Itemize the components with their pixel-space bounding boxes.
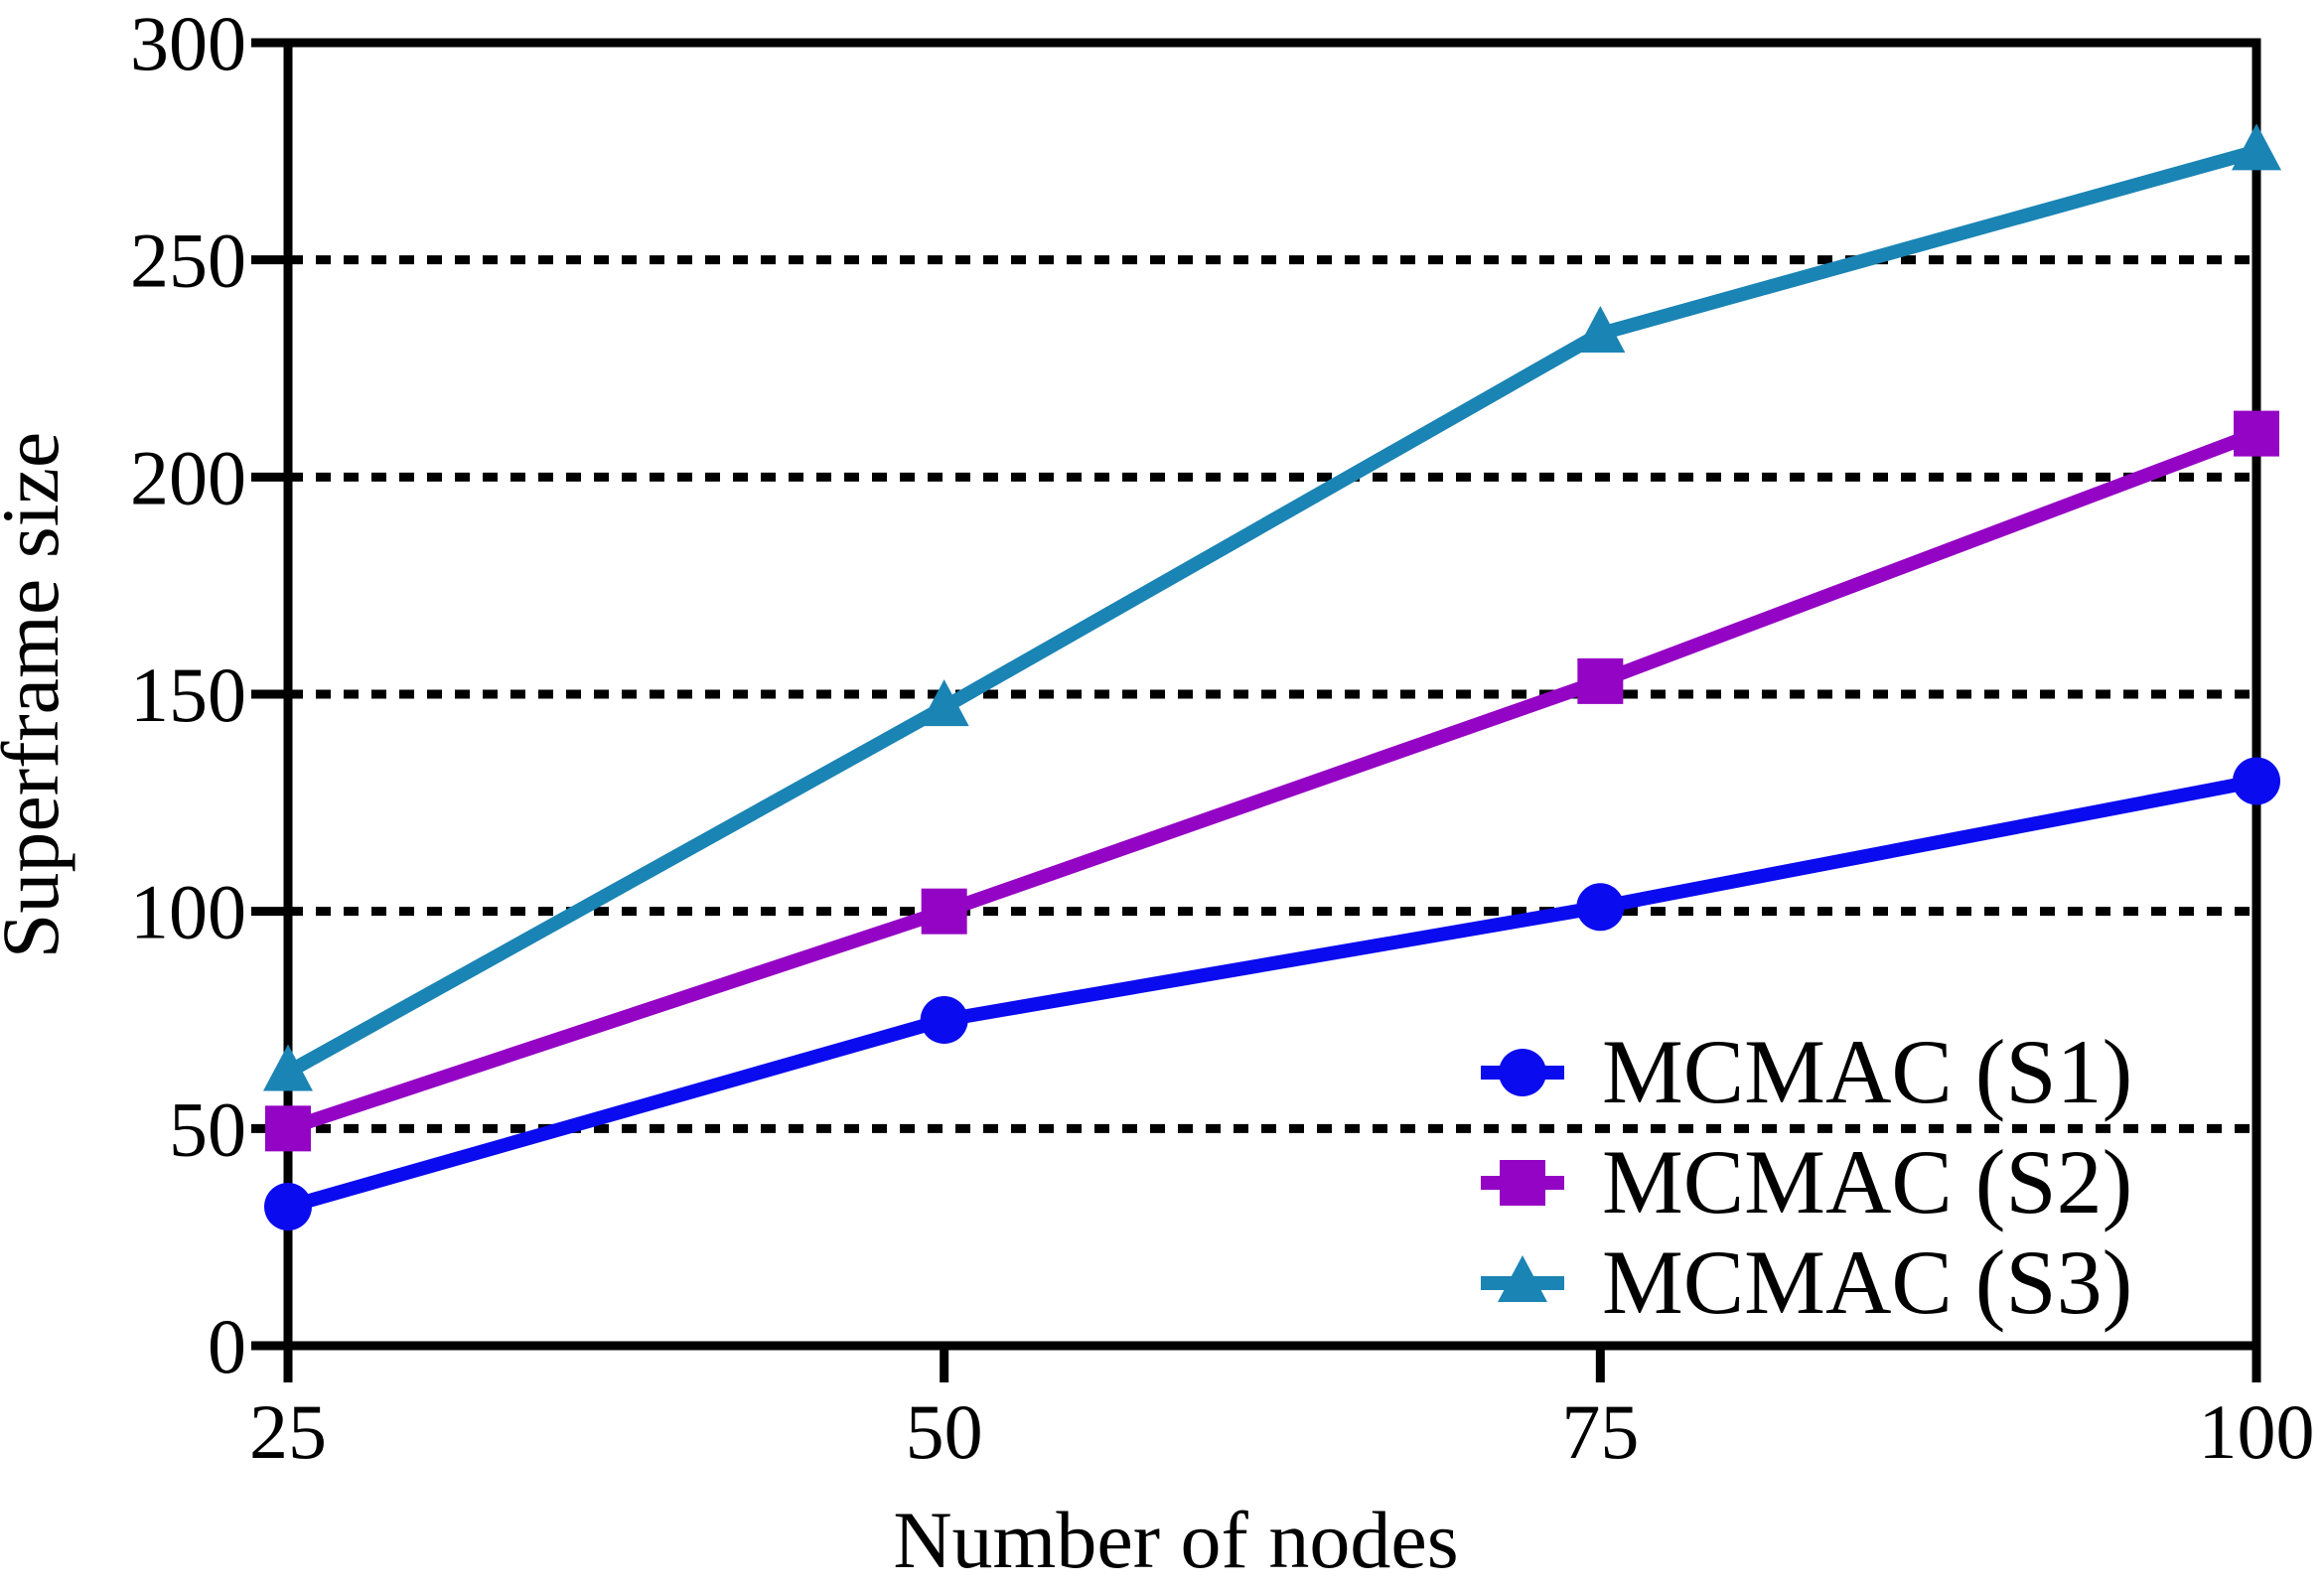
legend-label-s3: MCMAC (S3) [1602, 1231, 2132, 1333]
series-1 [264, 757, 2280, 1231]
square-marker [2234, 410, 2279, 457]
x-tick-label-100: 100 [2199, 1388, 2315, 1475]
series-line-3 [284, 144, 2258, 1079]
y-tick-label-200: 200 [130, 434, 246, 520]
square-marker [265, 1105, 311, 1152]
legend-label-s2: MCMAC (S2) [1602, 1131, 2132, 1232]
legend-item-1 [1481, 1049, 1564, 1096]
triangle-marker [919, 679, 969, 727]
legend-circle-icon [1499, 1049, 1546, 1096]
circle-marker [1576, 883, 1625, 932]
x-tick-label-25: 25 [249, 1388, 327, 1475]
y-tick-label-250: 250 [130, 217, 246, 304]
legend-item-2 [1481, 1160, 1564, 1206]
triangle-marker [2232, 123, 2281, 171]
legend-markers [1481, 1049, 1564, 1302]
x-axis-label: Number of nodes [893, 1495, 1458, 1585]
legend-label-s1: MCMAC (S1) [1602, 1021, 2132, 1122]
triangle-marker [263, 1044, 313, 1091]
legend-item-3 [1481, 1255, 1564, 1302]
circle-marker [264, 1183, 312, 1231]
y-tick-label-150: 150 [130, 651, 246, 738]
series-line-2 [285, 427, 2259, 1135]
series-line-1 [286, 774, 2258, 1214]
legend-square-icon [1500, 1160, 1545, 1206]
x-tick-label-75: 75 [1561, 1388, 1639, 1475]
y-tick-label-0: 0 [208, 1303, 246, 1389]
y-axis-label: Superframe size [0, 432, 75, 958]
y-tick-label-50: 50 [169, 1085, 246, 1172]
data-series [263, 123, 2281, 1231]
triangle-marker [1575, 306, 1626, 354]
square-marker [921, 888, 967, 935]
series-3 [263, 123, 2281, 1091]
square-marker [1577, 657, 1624, 704]
x-tick-label-50: 50 [906, 1388, 983, 1475]
y-tick-label-300: 300 [130, 0, 246, 86]
circle-marker [920, 996, 968, 1044]
legend-triangle-icon [1498, 1255, 1547, 1302]
series-2 [265, 410, 2279, 1152]
tick-labels: 0 50 100 150 200 250 300 25 50 75 100 [130, 0, 2315, 1475]
legend: MCMAC (S1) MCMAC (S2) MCMAC (S3) [1481, 1021, 2132, 1333]
y-tick-label-100: 100 [130, 869, 246, 955]
circle-marker [2233, 757, 2280, 805]
gridlines [288, 255, 2256, 1133]
